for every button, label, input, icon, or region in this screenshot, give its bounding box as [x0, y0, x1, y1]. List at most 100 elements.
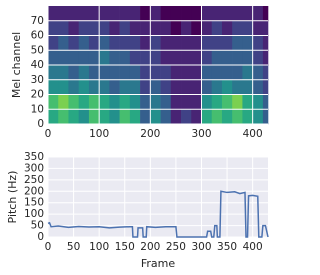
heatmap-cell [109, 94, 120, 110]
heatmap-cell [150, 6, 161, 22]
heatmap-cell [58, 94, 69, 110]
heatmap-cell [99, 50, 110, 66]
heatmap-cell [68, 50, 79, 66]
x-tick-label: 300 [191, 128, 211, 140]
heatmap-cell [262, 6, 269, 22]
heatmap-cell [252, 35, 264, 51]
heatmap-cell [78, 65, 90, 81]
heatmap-cell [99, 65, 110, 81]
heatmap-cell [211, 65, 223, 81]
heatmap-cell [221, 109, 233, 125]
heatmap-cell [191, 35, 202, 51]
heatmap-cell [262, 79, 269, 95]
x-tick-label: 150 [115, 241, 135, 253]
y-tick-label: 40 [31, 59, 44, 71]
heatmap-cell [150, 50, 161, 66]
y-tick-label: 350 [24, 151, 44, 163]
heatmap-cell [58, 109, 69, 125]
x-tick-label: 200 [140, 128, 160, 140]
heatmap-cell [58, 79, 69, 95]
y-tick-label: 50 [31, 220, 44, 232]
y-tick-label: 10 [31, 103, 44, 115]
heatmap-cell [150, 79, 161, 95]
heatmap-cell [252, 65, 264, 81]
heatmap-cell [78, 35, 90, 51]
heatmap-cell [78, 50, 90, 66]
heatmap-cell [48, 65, 59, 81]
heatmap-cell [109, 6, 120, 22]
heatmap-cell [221, 6, 233, 22]
heatmap-cell [88, 35, 100, 51]
heatmap-cell [211, 6, 223, 22]
heatmap-cell [160, 109, 172, 125]
heatmap-cell [252, 6, 264, 22]
x-tick-label: 300 [191, 241, 211, 253]
heatmap-cell [211, 20, 223, 36]
heatmap-cell [119, 50, 131, 66]
heatmap-cell [191, 6, 202, 22]
heatmap-cell [129, 94, 141, 110]
heatmap-cell [181, 79, 192, 95]
heatmap-cell [99, 79, 110, 95]
heatmap-cell [140, 50, 151, 66]
heatmap-cell [140, 79, 151, 95]
x-tick-label: 50 [67, 241, 80, 253]
heatmap-cell [48, 20, 59, 36]
heatmap-cell [78, 109, 90, 125]
heatmap-cell [181, 94, 192, 110]
heatmap-cell [201, 20, 213, 36]
heatmap-cell [252, 50, 264, 66]
heatmap-cell [119, 109, 131, 125]
y-tick-label: 150 [24, 197, 44, 209]
heatmap-cell [181, 109, 192, 125]
heatmap-cell [78, 94, 90, 110]
heatmap-cell [242, 50, 253, 66]
heatmap-cell [109, 20, 120, 36]
heatmap-cell [109, 65, 120, 81]
heatmap-cell [242, 65, 253, 81]
heatmap-cell [129, 20, 141, 36]
heatmap-cell [201, 79, 213, 95]
heatmap-cell [232, 50, 243, 66]
heatmap-cell [211, 94, 223, 110]
heatmap-cell [58, 65, 69, 81]
heatmap-cell [160, 50, 172, 66]
heatmap-cell [140, 65, 151, 81]
heatmap-cell [119, 65, 131, 81]
heatmap-cell [99, 6, 110, 22]
heatmap-cell [262, 94, 269, 110]
heatmap-cell [150, 20, 161, 36]
heatmap-cell [252, 109, 264, 125]
heatmap-cell [232, 94, 243, 110]
heatmap-cell [68, 6, 79, 22]
heatmap-cell [119, 94, 131, 110]
heatmap-cell [160, 94, 172, 110]
heatmap-cell [232, 6, 243, 22]
heatmap-cell [242, 6, 253, 22]
heatmap-cell [191, 94, 202, 110]
heatmap-cell [140, 35, 151, 51]
heatmap-cell [160, 6, 172, 22]
heatmap-cell [119, 79, 131, 95]
heatmap-cell [140, 20, 151, 36]
heatmap-cell [242, 109, 253, 125]
heatmap-cell [181, 35, 192, 51]
heatmap-cell [58, 35, 69, 51]
heatmap-cell [48, 50, 59, 66]
heatmap-cell [191, 65, 202, 81]
heatmap-cell [191, 20, 202, 36]
heatmap-cell [191, 79, 202, 95]
heatmap-cell [78, 79, 90, 95]
heatmap-cell [262, 50, 269, 66]
heatmap-cell [119, 35, 131, 51]
heatmap-cell [252, 94, 264, 110]
y-tick-label: 100 [24, 208, 44, 220]
y-tick-label: 0 [37, 231, 44, 243]
heatmap-cell [109, 50, 120, 66]
figure: Mel channel Pitch (Hz) Frame 0 100 200 300 4… [6, 6, 269, 270]
heatmap-cell [232, 35, 243, 51]
x-tick-label: 100 [89, 128, 109, 140]
heatmap-cell [88, 20, 100, 36]
heatmap-cell [262, 109, 269, 125]
heatmap-cell [140, 6, 151, 22]
